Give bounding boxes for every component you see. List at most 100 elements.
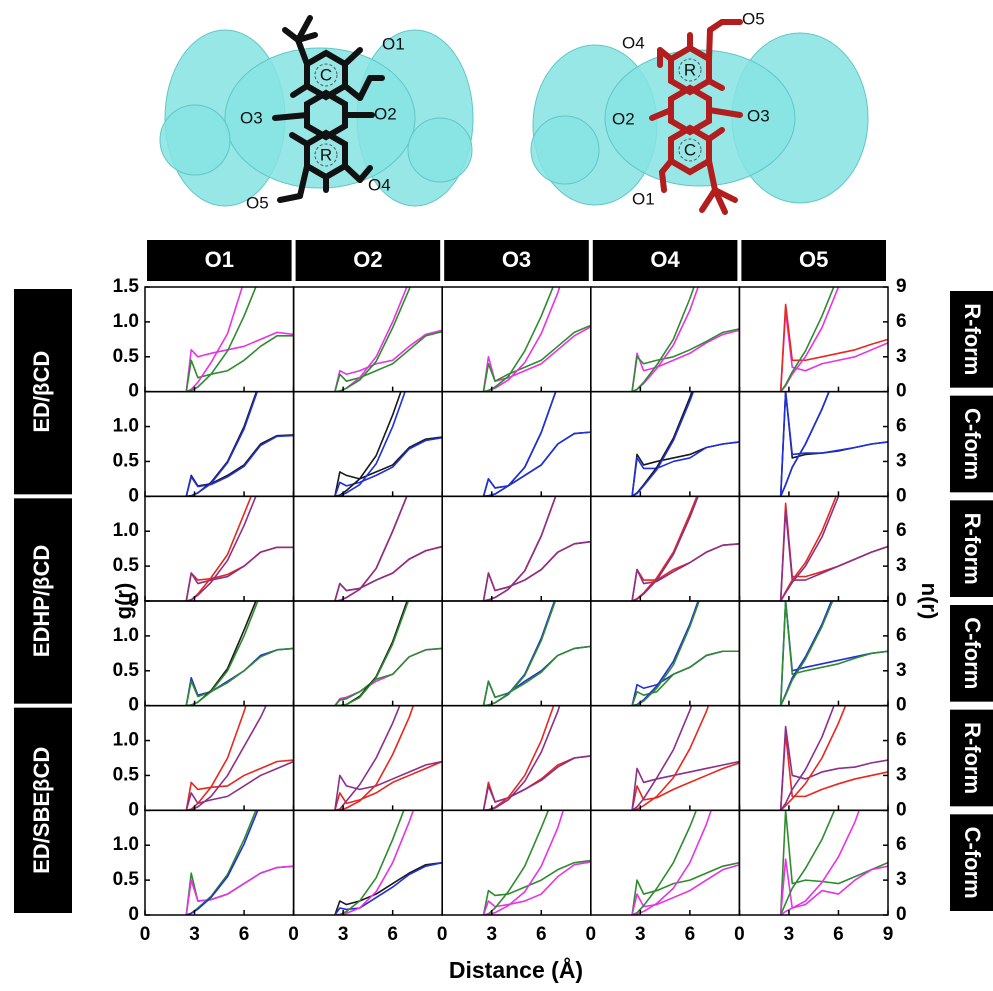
y-tick-label: 0 (128, 904, 139, 925)
panel-frame (294, 706, 443, 811)
y2-tick-label: 0 (896, 590, 907, 611)
g-curve (186, 435, 293, 496)
panel-frame (739, 287, 888, 392)
form-label: R-form (960, 722, 985, 794)
n-curve (781, 339, 888, 601)
oxygen-label: O4 (368, 175, 391, 194)
panel (186, 264, 293, 497)
panel (632, 368, 739, 601)
panel-frame (739, 392, 888, 497)
x-tick-label: 3 (338, 924, 349, 945)
panel-frame (591, 287, 740, 392)
y2-tick-label: 0 (896, 485, 907, 506)
y-tick-label: 0.5 (113, 346, 140, 367)
y2-tick-label: 0 (896, 799, 907, 820)
g-curve (335, 547, 442, 601)
n-curve (632, 368, 739, 601)
oxygen-label: O1 (632, 189, 655, 208)
n-curve (483, 584, 590, 811)
g-curve (781, 727, 888, 811)
n-curve (186, 694, 293, 915)
g-curve (632, 544, 739, 601)
oxygen-label: O5 (246, 193, 269, 212)
g-curve (483, 862, 590, 915)
y2-tick-label: 3 (896, 555, 907, 576)
oxygen-label: O2 (374, 104, 397, 123)
column-header-label: O5 (799, 247, 828, 272)
n-curve (483, 723, 590, 915)
n-curve (335, 491, 442, 706)
g-curve (335, 648, 442, 705)
y2-tick-label: 3 (896, 346, 907, 367)
n-curve (781, 729, 888, 915)
g-curve (186, 547, 293, 601)
panel (632, 554, 739, 810)
g-curve (483, 542, 590, 601)
y-tick-label: 0.5 (113, 764, 140, 785)
y2-tick-label: 0 (896, 695, 907, 716)
group-label: EDHP/βCD (29, 545, 54, 657)
form-label: R-form (960, 303, 985, 375)
oxygen-label: O2 (612, 109, 635, 128)
g-curve (781, 734, 888, 811)
column-header-label: O2 (353, 247, 382, 272)
g-curve (483, 646, 590, 705)
n-curve (335, 694, 442, 915)
y2-tick-label: 6 (896, 311, 907, 332)
panel-frame (591, 810, 740, 915)
oxygen-label: O5 (742, 9, 765, 28)
panel (483, 584, 590, 811)
figure: O1 O2 O3 O4 O5 C R O1 O2 O3 O4 O5 (0, 0, 993, 991)
n-curve (483, 682, 590, 915)
n-curve (632, 368, 739, 601)
x-tick-label: 3 (486, 924, 497, 945)
g-curve (335, 761, 442, 810)
panel-frame (442, 601, 591, 706)
panel (186, 479, 293, 706)
panel-frame (145, 810, 294, 915)
x-tick-label: 0 (288, 924, 299, 945)
n-curve (632, 723, 739, 915)
column-header-label: O1 (205, 247, 234, 272)
g-curve (186, 648, 293, 705)
x-tick-label: 3 (784, 924, 795, 945)
panel-frame (442, 706, 591, 811)
g-curve (483, 756, 590, 810)
g-curve (781, 392, 888, 497)
panel-frame (591, 392, 740, 497)
form-label: C-form (960, 408, 985, 480)
left-complex: O1 O2 O3 O4 O5 C R (160, 18, 473, 212)
group-label: ED/βCD (29, 351, 54, 433)
oxygen-label: O3 (240, 108, 263, 127)
panel-frame (294, 496, 443, 601)
panel-frame (739, 810, 888, 915)
x-tick-label: 0 (586, 924, 597, 945)
y-tick-label: 1.0 (113, 730, 139, 751)
column-header-label: O3 (502, 247, 531, 272)
y2-axis-title: n(r) (917, 583, 942, 620)
oxygen-label: O4 (622, 33, 645, 52)
g-curve (781, 510, 888, 601)
g-curve (186, 866, 293, 915)
n-curve (781, 421, 888, 706)
y-tick-label: 0.5 (113, 555, 140, 576)
y-tick-label: 1.0 (113, 834, 139, 855)
n-curve (186, 479, 293, 706)
x-tick-label: 6 (239, 924, 250, 945)
right-complex: O1 O2 O3 O4 O5 C R (531, 9, 868, 212)
ring-label: R (684, 60, 696, 79)
n-curve (186, 171, 293, 392)
y2-tick-label: 9 (896, 276, 907, 297)
g-curve (483, 861, 590, 915)
y-tick-label: 1.0 (113, 625, 139, 646)
panel (335, 589, 442, 810)
panel-frame (739, 601, 888, 706)
g-curve (781, 601, 888, 706)
g-curve (483, 646, 590, 705)
y-tick-label: 0 (128, 381, 139, 402)
panel (335, 694, 442, 915)
n-curve (781, 334, 888, 601)
form-label: C-form (960, 827, 985, 899)
n-curve (335, 589, 442, 810)
y2-tick-label: 3 (896, 764, 907, 785)
